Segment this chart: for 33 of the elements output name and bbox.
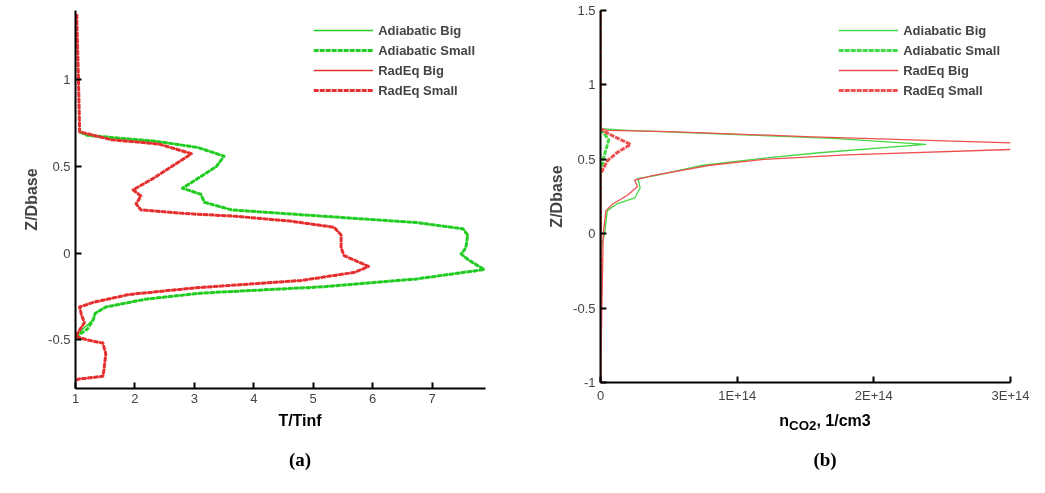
legend-label: Adiabatic Small [903,42,1000,58]
x-tick-label: 3 [190,390,198,406]
y-tick-label: -0.5 [573,300,596,316]
y-tick-label: -0.5 [48,332,71,348]
text: (b) [813,448,837,472]
y-tick-label: 0 [588,226,596,242]
y-axis-title: Z/Dbase [548,165,566,228]
y-tick-label: 1 [588,77,596,93]
x-axis-title: T/Tinf [278,411,322,431]
y-tick-label: 1 [63,72,71,88]
y-tick-label: 0.5 [52,159,71,175]
x-tick-label: 7 [428,390,436,406]
legend-label: RadEq Big [903,62,969,78]
x-tick-label: 6 [368,390,377,406]
x-tick-label: 5 [309,390,317,406]
x-tick-label: 2 [131,390,139,406]
legend-label: RadEq Big [378,62,444,78]
y-tick-label: -1 [583,375,596,390]
y-tick-label: 1.5 [577,3,596,18]
x-axis-title: n$_{CO2}$, 1/cm3 [779,411,871,436]
legend-label: RadEq Small [378,82,458,98]
x-tick-label: 2E+14 [854,387,893,403]
legend-label: Adiabatic Big [378,22,462,38]
y-tick-label: 0.5 [577,151,596,167]
legend-label: Adiabatic Small [378,42,475,58]
y-axis-title: Z/Dbase [23,168,41,231]
y-tick-label: 0 [63,245,71,261]
text: (a) [288,448,312,472]
x-tick-label: 1E+14 [718,387,757,403]
x-tick-label: 4 [250,390,258,406]
legend-label: Adiabatic Big [903,22,987,38]
legend-label: RadEq Small [903,82,983,98]
x-tick-label: 3E+14 [991,387,1030,403]
